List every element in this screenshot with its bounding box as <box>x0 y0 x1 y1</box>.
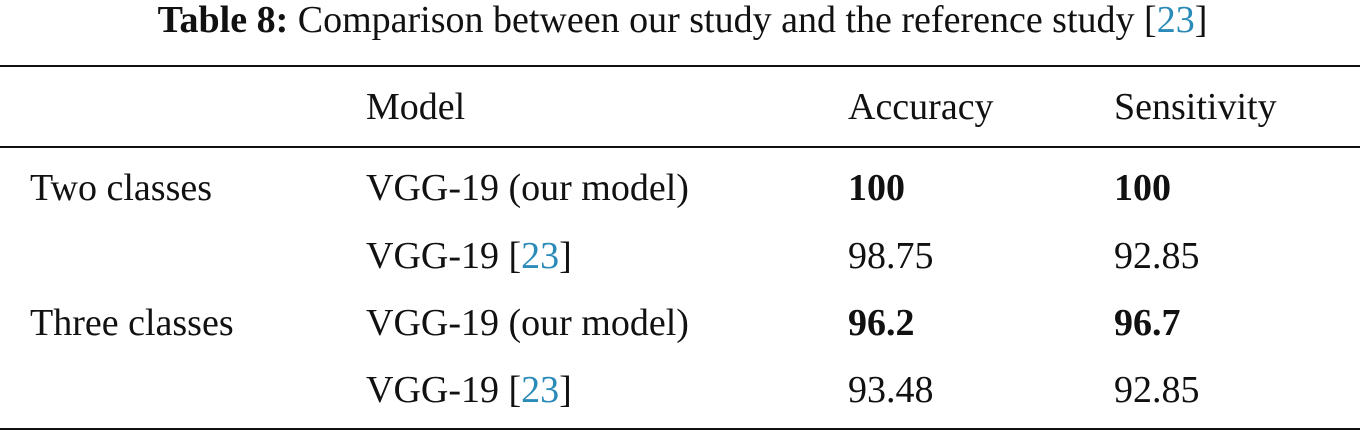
value: 100 <box>848 167 905 209</box>
value-cell: 96.2 <box>848 301 915 345</box>
reference: 23 <box>521 369 560 411</box>
model-cell: VGG-19 (our model) <box>366 301 689 345</box>
header-text: Sensitivity <box>1114 86 1277 128</box>
group-cell: Two classes <box>30 166 212 210</box>
text-run: VGG-19 (our model) <box>366 167 689 209</box>
model-cell: VGG-19 (our model) <box>366 166 689 210</box>
text-run: VGG-19 [ <box>366 235 522 277</box>
text-run: ] <box>559 235 572 277</box>
caption: Table 8: Comparison between our study an… <box>0 0 1365 42</box>
header-cell: Sensitivity <box>1114 85 1277 129</box>
text-run: VGG-19 [ <box>366 369 522 411</box>
header-text: Model <box>366 86 466 128</box>
bottom-rule <box>0 428 1360 430</box>
text-run: Comparison between our study and the ref… <box>297 0 1157 41</box>
group-name: Three classes <box>30 302 234 344</box>
header-cell: Model <box>366 85 465 129</box>
value-cell: 93.48 <box>848 368 934 412</box>
header-text: Accuracy <box>848 86 994 128</box>
value: 98.75 <box>848 235 934 277</box>
value: 96.7 <box>1114 302 1181 344</box>
value-cell: 96.7 <box>1114 301 1181 345</box>
reference: 23 <box>1156 0 1195 41</box>
value: 92.85 <box>1114 235 1200 277</box>
model-cell: VGG-19 [23] <box>366 234 572 278</box>
header-cell: Accuracy <box>848 85 994 129</box>
value-cell: 92.85 <box>1114 368 1200 412</box>
value: 93.48 <box>848 369 934 411</box>
group-name: Two classes <box>30 167 213 209</box>
mid-rule <box>0 146 1360 148</box>
value-cell: 98.75 <box>848 234 934 278</box>
text-run: ] <box>1194 0 1208 41</box>
value: 100 <box>1114 167 1171 209</box>
top-rule <box>0 65 1360 67</box>
value: 92.85 <box>1114 369 1200 411</box>
text-run: ] <box>559 369 572 411</box>
value-cell: 92.85 <box>1114 234 1200 278</box>
value-cell: 100 <box>1114 166 1171 210</box>
model-cell: VGG-19 [23] <box>366 368 572 412</box>
value: 96.2 <box>848 302 915 344</box>
value-cell: 100 <box>848 166 905 210</box>
reference: 23 <box>521 235 560 277</box>
text-run: VGG-19 (our model) <box>366 302 689 344</box>
caption-label: Table 8: <box>157 0 289 41</box>
group-cell: Three classes <box>30 301 234 345</box>
